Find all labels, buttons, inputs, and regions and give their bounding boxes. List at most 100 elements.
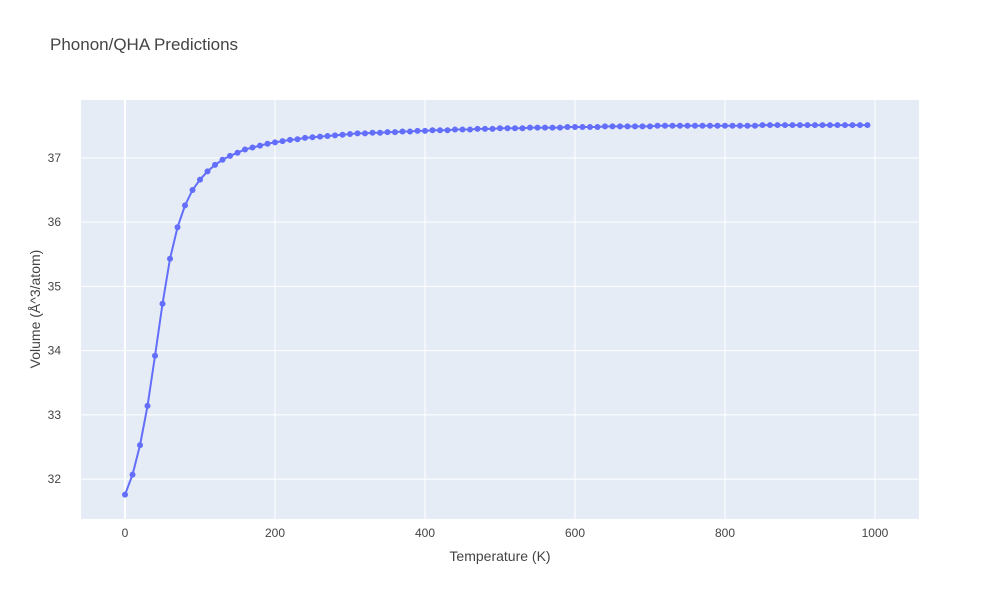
marker [616,123,623,130]
line [124,124,868,495]
marker [227,152,234,159]
marker [774,122,781,129]
marker [287,136,294,143]
marker [279,138,286,145]
marker [129,471,136,478]
marker [699,122,706,129]
marker [639,123,646,130]
marker [392,129,399,136]
marker [407,128,414,135]
marker [482,125,489,132]
marker [721,122,728,129]
marker [474,125,481,132]
marker [459,126,466,133]
marker [497,125,503,132]
marker [317,133,324,140]
marker [811,122,818,129]
marker [167,255,174,262]
y-axis-title: Volume (Å^3/atom) [27,250,43,369]
marker [556,124,563,131]
marker [182,202,189,209]
marker [429,127,436,134]
marker [264,140,271,147]
marker [751,122,758,129]
marker [242,146,249,153]
marker [347,131,354,138]
marker [676,122,683,129]
marker [864,122,871,129]
marker [332,132,339,139]
marker [294,136,301,143]
marker [601,123,608,130]
marker [586,123,593,130]
marker [826,122,833,129]
marker [564,123,571,130]
marker [541,124,548,131]
marker [594,123,601,130]
marker [189,186,196,193]
marker [354,130,361,137]
marker [399,128,406,135]
marker [212,161,219,168]
marker [804,122,811,129]
marker [324,132,331,139]
marker [437,127,444,134]
x-tick-label: 600 [565,526,585,540]
y-tick-label: 36 [48,215,62,229]
x-tick-label: 0 [122,526,129,540]
marker [489,125,496,132]
marker [856,122,863,129]
marker [646,123,653,130]
marker [766,122,773,129]
marker [234,149,241,156]
marker [849,122,856,129]
y-tick-label: 32 [48,472,62,486]
marker [384,129,391,136]
marker [789,122,796,129]
marker [661,122,668,129]
marker [369,129,376,136]
marker [526,124,533,131]
marker [249,144,256,151]
y-tick-label: 34 [48,344,62,358]
marker [302,134,309,141]
marker [691,122,698,129]
x-axis-title: Temperature (K) [449,548,550,564]
marker [339,131,346,138]
marker [729,122,736,129]
marker [122,491,129,498]
marker [444,127,451,134]
chart-title: Phonon/QHA Predictions [50,35,238,54]
marker [414,127,421,134]
marker [511,125,518,132]
y-tick-label: 37 [48,151,62,165]
y-tick-label: 33 [48,408,62,422]
marker [204,168,211,175]
marker [219,156,226,163]
marker [684,122,691,129]
x-tick-label: 800 [715,526,735,540]
x-tick-label: 400 [415,526,435,540]
marker [504,125,511,132]
marker [309,134,316,141]
marker [744,122,751,129]
marker [362,130,369,137]
marker [609,123,616,130]
marker [781,122,788,129]
marker [137,442,144,449]
x-tick-label: 200 [265,526,285,540]
marker [144,402,151,409]
plot-area [81,100,919,519]
marker [571,123,578,130]
marker [257,142,264,149]
marker [759,122,766,129]
marker [377,129,384,136]
marker [714,122,721,129]
marker [467,126,474,133]
marker [624,123,631,130]
marker [197,176,204,183]
marker [534,124,541,131]
marker [834,122,841,129]
marker [549,124,556,131]
